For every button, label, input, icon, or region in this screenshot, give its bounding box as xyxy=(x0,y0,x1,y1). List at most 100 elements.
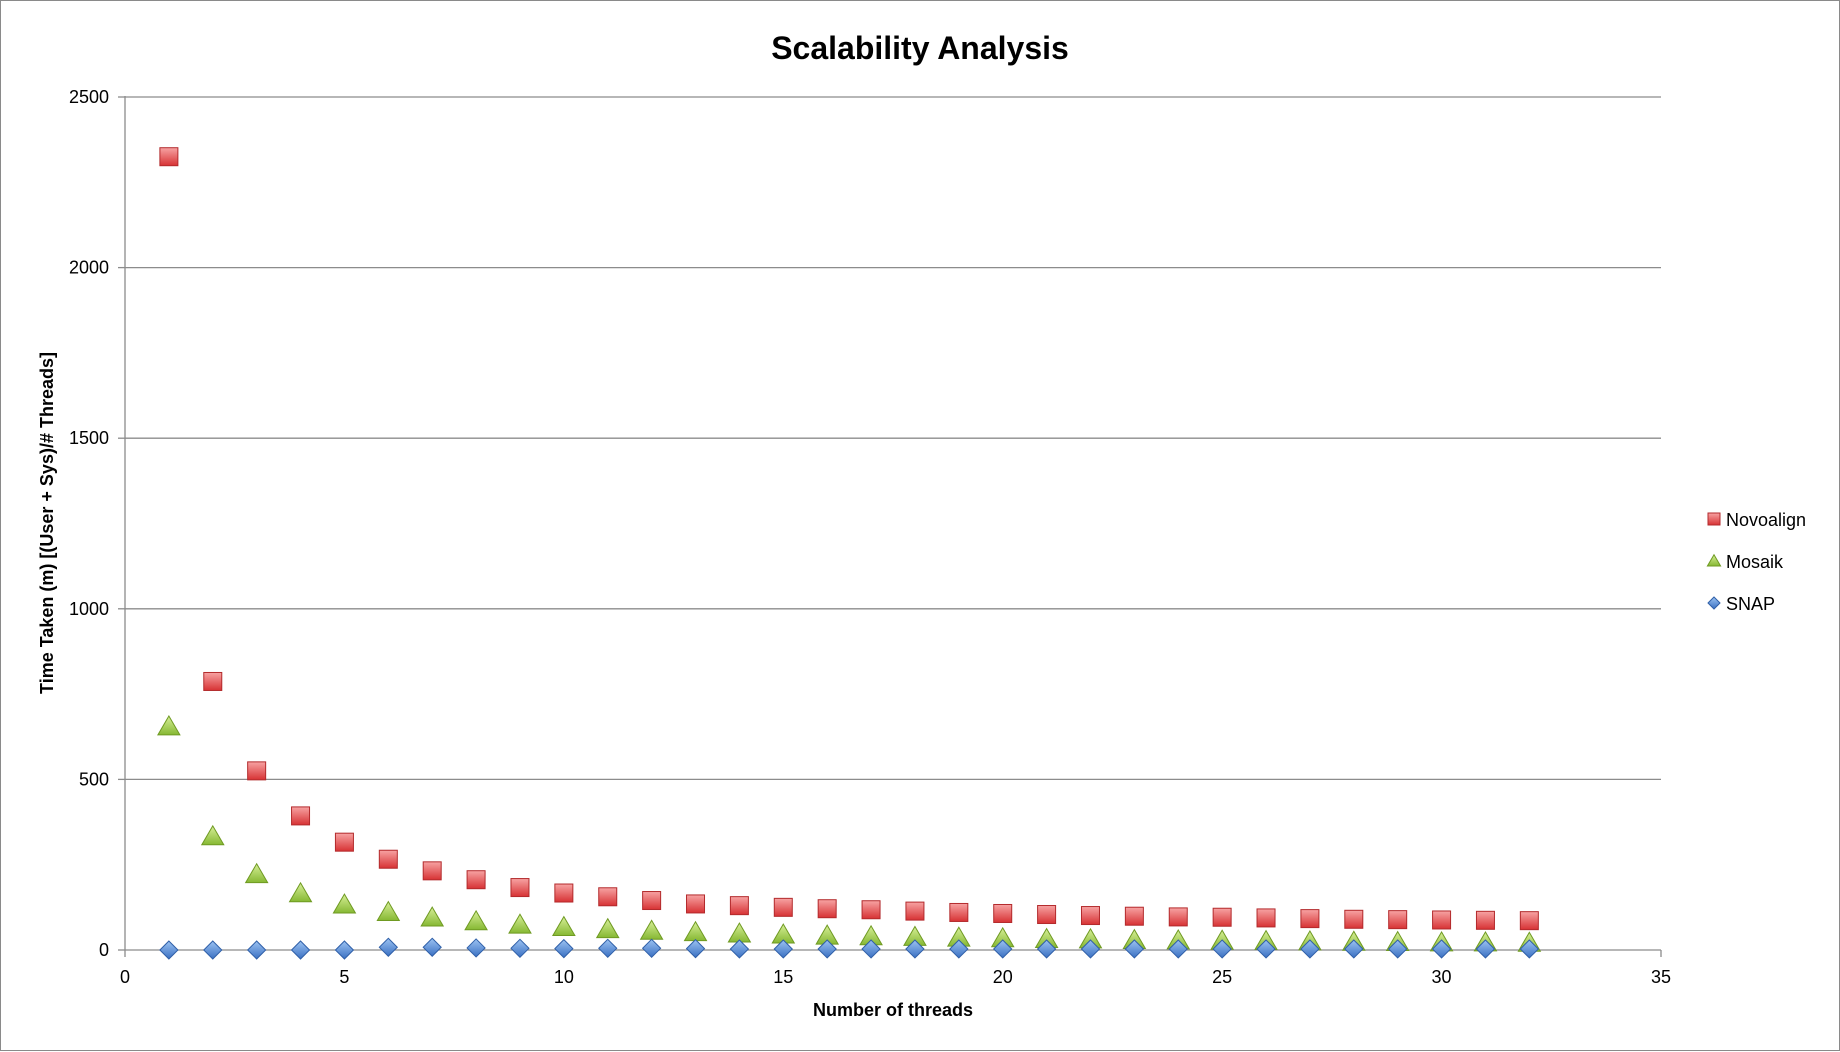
point-mosaik xyxy=(288,881,313,903)
point-novoalign xyxy=(1124,906,1144,926)
point-novoalign xyxy=(1432,910,1452,930)
x-tick-label: 25 xyxy=(1212,967,1232,987)
x-tick-label: 10 xyxy=(554,967,574,987)
point-novoalign xyxy=(773,897,793,917)
legend-marker-snap xyxy=(1707,596,1721,610)
point-novoalign xyxy=(949,902,969,922)
point-mosaik xyxy=(551,915,576,937)
point-mosaik xyxy=(200,824,225,846)
legend: Novoalign Mosaik SNAP xyxy=(1706,510,1806,614)
point-novoalign xyxy=(1037,905,1057,925)
point-novoalign xyxy=(1475,910,1495,930)
point-novoalign xyxy=(729,896,749,916)
point-snap xyxy=(817,939,837,959)
point-novoalign xyxy=(686,894,706,914)
point-novoalign xyxy=(598,887,618,907)
point-snap xyxy=(1387,939,1408,959)
point-mosaik xyxy=(332,893,357,914)
point-novoalign xyxy=(1344,909,1364,929)
point-novoalign xyxy=(1256,908,1276,928)
point-mosaik xyxy=(464,909,488,931)
point-snap xyxy=(729,939,750,959)
point-mosaik xyxy=(727,922,752,943)
point-snap xyxy=(378,937,399,957)
point-snap xyxy=(598,938,618,959)
y-tick-label: 500 xyxy=(79,769,109,789)
point-mosaik xyxy=(244,862,269,884)
point-snap xyxy=(554,938,574,959)
point-novoalign xyxy=(905,901,925,921)
legend-label-novoalign: Novoalign xyxy=(1726,510,1806,530)
point-snap xyxy=(203,940,223,960)
point-snap xyxy=(159,940,179,960)
point-novoalign xyxy=(554,883,574,903)
legend-marker-novoalign xyxy=(1707,512,1721,526)
point-snap xyxy=(1475,939,1496,959)
point-mosaik xyxy=(508,913,532,934)
legend-marker-mosaik xyxy=(1706,553,1722,567)
y-tick-label: 0 xyxy=(99,940,109,960)
y-tick-label: 2500 xyxy=(69,87,109,107)
point-snap xyxy=(1300,939,1320,959)
point-snap xyxy=(510,938,530,959)
legend-label-mosaik: Mosaik xyxy=(1726,552,1784,572)
x-tick-label: 20 xyxy=(993,967,1013,987)
point-snap xyxy=(1036,939,1057,959)
point-novoalign xyxy=(1080,906,1100,926)
point-snap xyxy=(1124,939,1145,959)
y-tick-label: 2000 xyxy=(69,258,109,278)
point-novoalign xyxy=(993,903,1013,923)
point-novoalign xyxy=(203,671,223,691)
point-novoalign xyxy=(1300,909,1320,929)
x-tick-label: 30 xyxy=(1432,967,1452,987)
x-tick-label: 35 xyxy=(1651,967,1671,987)
point-snap xyxy=(773,939,793,959)
point-snap xyxy=(246,940,267,960)
point-novoalign xyxy=(1388,910,1408,930)
point-snap xyxy=(422,937,442,957)
point-snap xyxy=(466,938,486,958)
y-axis-title: Time Taken (m) [(User + Sys)/# Threads] xyxy=(37,352,57,694)
x-tick-label: 5 xyxy=(339,967,349,987)
point-novoalign xyxy=(422,861,442,881)
point-snap xyxy=(1519,939,1540,959)
point-novoalign xyxy=(1212,907,1232,927)
point-mosaik xyxy=(683,920,708,942)
legend-label-snap: SNAP xyxy=(1726,594,1775,614)
point-novoalign xyxy=(159,147,179,167)
point-snap xyxy=(1080,939,1101,959)
point-novoalign xyxy=(247,761,267,781)
point-novoalign xyxy=(1168,907,1188,927)
point-snap xyxy=(1344,939,1364,959)
chart-title: Scalability Analysis xyxy=(771,30,1069,66)
point-snap xyxy=(641,938,662,959)
point-snap xyxy=(1212,939,1232,959)
point-snap xyxy=(290,940,311,960)
series-mosaik xyxy=(157,715,1542,952)
axes xyxy=(118,96,1662,957)
tick-labels: 0 500 1000 1500 2000 2500 0 5 10 15 20 25 30 35 xyxy=(69,87,1671,987)
point-snap xyxy=(949,939,969,959)
y-tick-label: 1000 xyxy=(69,599,109,619)
point-snap xyxy=(905,939,925,959)
point-novoalign xyxy=(642,891,662,911)
point-mosaik xyxy=(420,906,445,927)
point-snap xyxy=(334,940,355,960)
point-novoalign xyxy=(466,870,486,890)
point-novoalign xyxy=(817,899,837,919)
point-mosaik xyxy=(157,715,181,736)
gridlines xyxy=(125,96,1661,781)
point-novoalign xyxy=(378,849,398,869)
x-tick-label: 0 xyxy=(120,967,130,987)
point-snap xyxy=(1431,939,1452,959)
point-snap xyxy=(993,939,1013,959)
point-snap xyxy=(685,938,706,959)
y-tick-label: 1500 xyxy=(69,428,109,448)
point-novoalign xyxy=(334,832,354,852)
x-axis-title: Number of threads xyxy=(813,1000,973,1020)
point-mosaik xyxy=(639,919,664,940)
point-mosaik xyxy=(376,900,401,922)
series-snap xyxy=(159,937,1540,960)
